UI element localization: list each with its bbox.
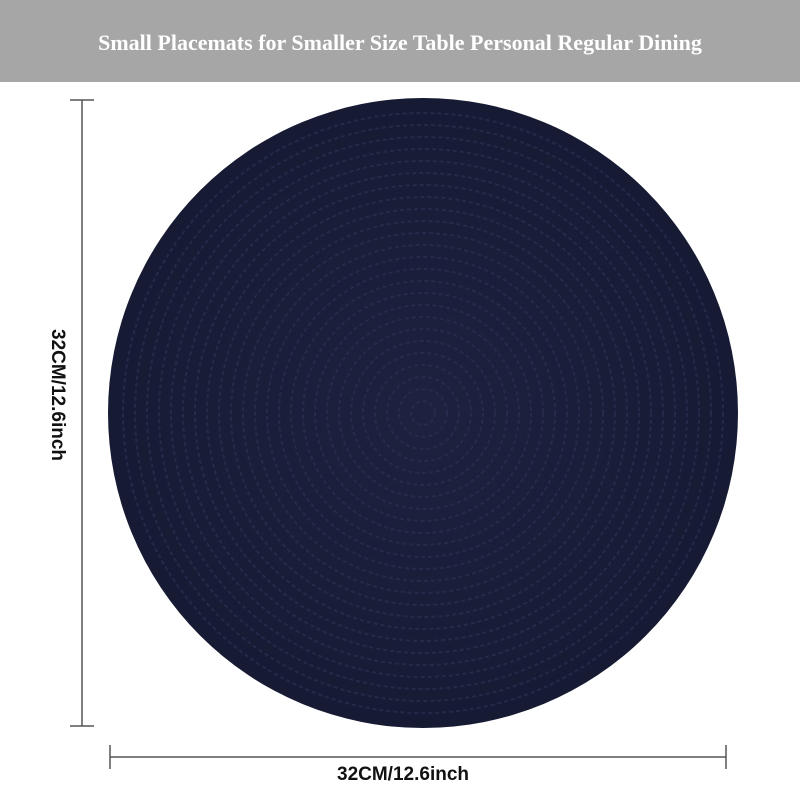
weave-ring: [314, 304, 532, 522]
width-dimension: [109, 745, 727, 769]
banner: [0, 0, 800, 82]
weave-ring: [362, 352, 484, 474]
weave-ring: [218, 208, 628, 618]
weave-ring: [146, 136, 700, 690]
weave-ring: [386, 376, 460, 450]
weave-ring: [158, 148, 688, 678]
weave-ring: [302, 292, 544, 534]
placemat: [108, 98, 738, 728]
weave-ring: [170, 160, 676, 666]
weave-ring: [242, 232, 604, 594]
weave-ring: [230, 220, 616, 606]
weave-ring: [206, 196, 640, 630]
weave-ring: [278, 268, 568, 558]
weave-ring: [182, 172, 664, 654]
weave-ring: [350, 340, 496, 486]
weave-ring: [374, 364, 472, 462]
weave-ring: [410, 400, 436, 426]
weave-ring: [266, 256, 580, 570]
height-dimension: [70, 99, 94, 727]
weave-ring: [122, 112, 724, 714]
weave-ring: [290, 280, 556, 546]
width-label: 32CM/12.6inch: [337, 764, 469, 785]
weave-ring: [326, 316, 520, 510]
weave-ring: [134, 124, 712, 702]
weave-ring: [194, 184, 652, 642]
height-label: 32CM/12.6inch: [47, 329, 68, 461]
banner-title: Small Placemats for Smaller Size Table P…: [98, 30, 702, 55]
weave-ring: [398, 388, 448, 438]
weave-ring: [254, 244, 592, 582]
weave-ring: [338, 328, 508, 498]
